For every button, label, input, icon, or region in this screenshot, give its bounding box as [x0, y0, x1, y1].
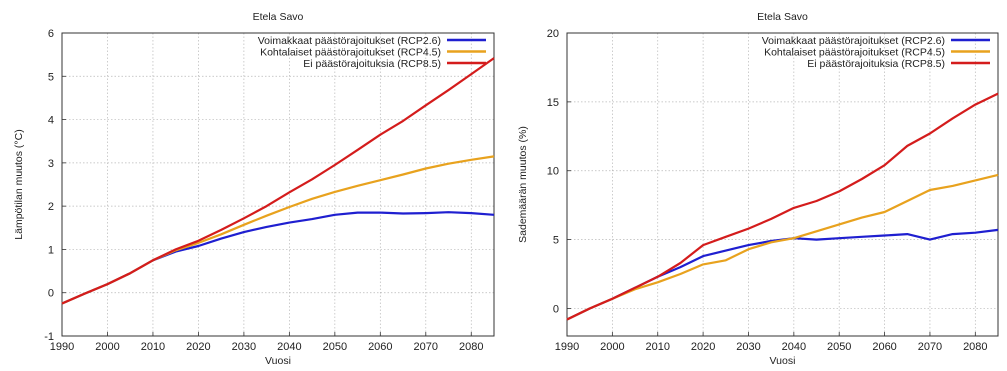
- legend-label-3: Ei päästörajoituksia (RCP8.5): [303, 58, 441, 70]
- x-tick-label: 1990: [50, 341, 74, 353]
- plot-frame: [566, 32, 999, 337]
- legend-label-1: Voimakkaat päästörajoitukset (RCP2.6): [762, 35, 945, 47]
- x-tick-label: 2080: [963, 341, 987, 353]
- x-tick-label: 2030: [736, 341, 760, 353]
- x-tick-label: 2050: [827, 341, 851, 353]
- x-tick-label: 2070: [918, 341, 942, 353]
- legend-label-2: Kohtalaiset päästörajoitukset (RCP4.5): [764, 47, 945, 59]
- x-tick-label: 2010: [645, 341, 669, 353]
- y-tick-label: 0: [553, 303, 559, 315]
- y-tick-label: -1: [44, 331, 54, 343]
- series-line-1: [566, 228, 999, 321]
- series-line-3: [566, 92, 999, 321]
- y-tick-label: 0: [48, 288, 54, 300]
- temperature-chart-panel: Etela Savo 1990 2000 2010 2020 2030 2040 2050 20…: [0, 0, 503, 371]
- x-tick-label: 2050: [323, 341, 347, 353]
- x-tick-label: 2070: [414, 341, 438, 353]
- x-tick-label: 2010: [141, 341, 165, 353]
- legend-label-1: Voimakkaat päästörajoitukset (RCP2.6): [258, 35, 441, 47]
- x-axis-label: Vuosi: [265, 355, 291, 367]
- y-tick-label: 10: [547, 166, 559, 178]
- precipitation-chart-panel: Etela Savo 1990 2000 2010 2020 2030 2040 2050 20…: [504, 0, 1007, 371]
- x-tick-label: 2000: [95, 341, 119, 353]
- x-tick-label: 1990: [555, 341, 579, 353]
- x-tick-label: 2060: [872, 341, 896, 353]
- y-tick-label: 20: [547, 28, 559, 40]
- y-tick-label: 6: [48, 28, 54, 40]
- x-tick-label: 2080: [459, 341, 483, 353]
- chart-title: Etela Savo: [253, 11, 304, 23]
- series-line-1: [61, 211, 495, 305]
- x-tick-label: 2000: [600, 341, 624, 353]
- y-axis-label: Sademäärän muutos (%): [517, 126, 529, 243]
- x-tick-label: 2020: [691, 341, 715, 353]
- x-axis-label: Vuosi: [770, 355, 796, 367]
- series-line-3: [61, 57, 495, 305]
- y-tick-label: 1: [48, 244, 54, 256]
- x-tick-label: 2040: [782, 341, 806, 353]
- y-tick-label: 3: [48, 158, 54, 170]
- chart-title: Etela Savo: [757, 11, 808, 23]
- y-tick-label: 5: [48, 71, 54, 83]
- y-tick-label: 5: [553, 235, 559, 247]
- y-axis-label: Lämpötilan muutos (°C): [13, 129, 25, 239]
- y-tick-label: 4: [48, 115, 54, 127]
- series-line-2: [61, 155, 495, 305]
- legend-label-2: Kohtalaiset päästörajoitukset (RCP4.5): [260, 47, 441, 59]
- x-tick-label: 2030: [232, 341, 256, 353]
- x-tick-label: 2060: [368, 341, 392, 353]
- series-line-2: [566, 173, 999, 321]
- legend-label-3: Ei päästörajoituksia (RCP8.5): [807, 58, 945, 70]
- x-tick-label: 2020: [186, 341, 210, 353]
- x-tick-label: 2040: [277, 341, 301, 353]
- plot-frame: [61, 32, 495, 337]
- y-tick-label: 15: [547, 97, 559, 109]
- y-tick-label: 2: [48, 201, 54, 213]
